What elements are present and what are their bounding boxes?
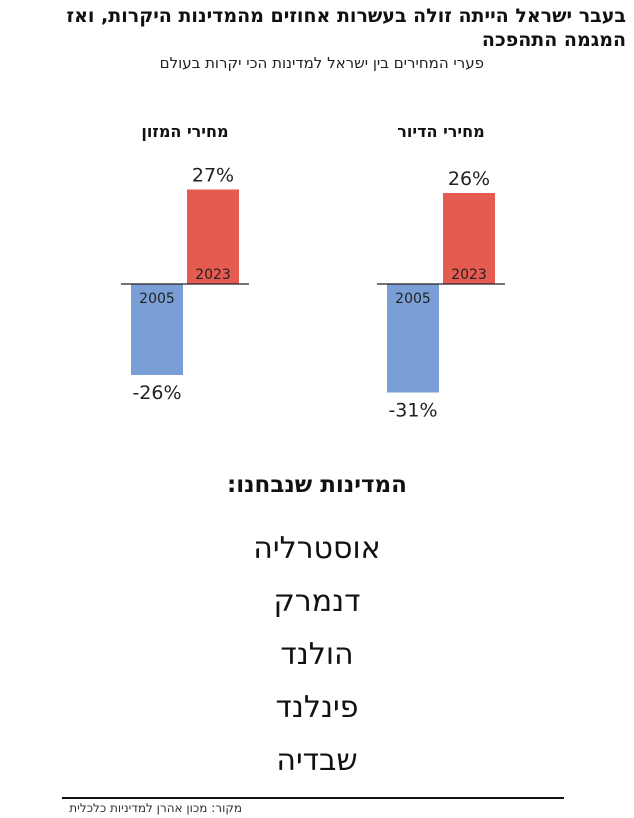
chart-subtitle: פערי המחירים בין ישראל למדינות הכי יקרות… (159, 54, 484, 72)
country-item: דנמרק (273, 584, 361, 619)
country-item: אוסטרליה (253, 531, 381, 566)
food-chart-title: מחירי המזון (141, 122, 228, 141)
housing-value-label: -31% (388, 400, 437, 422)
chart-title: בעבר ישראל הייתה זולה בעשרות אחוזים מהמד… (66, 5, 626, 51)
housing-value-label: 26% (448, 168, 490, 190)
food-category-label: 2005 (139, 291, 175, 307)
housing-category-label: 2005 (395, 291, 431, 307)
food-bar-2023 (187, 189, 239, 284)
housing-category-label: 2023 (451, 267, 487, 283)
country-item: שבדיה (276, 743, 358, 778)
country-item: הולנד (280, 637, 354, 672)
countries-list: אוסטרליה דנמרק הולנד פינלנד שבדיה (0, 522, 634, 787)
housing-chart-title: מחירי הדיור (397, 122, 484, 141)
footer-divider (62, 797, 564, 799)
countries-heading: המדינות שנבחנו: (227, 472, 407, 498)
food-bar-2005 (131, 284, 183, 375)
source-note: מקור: מכון אהרן למדיניות כלכלית (69, 801, 242, 815)
bar-charts: מחירי הדיור 2005 -31% 2023 26% מחירי המזון 200… (121, 122, 505, 422)
country-item: פינלנד (275, 690, 359, 725)
housing-bar-2023 (443, 193, 495, 284)
food-value-label: -26% (132, 382, 181, 404)
food-category-label: 2023 (195, 267, 231, 283)
food-value-label: 27% (192, 165, 234, 187)
housing-bar-2005 (387, 284, 439, 393)
